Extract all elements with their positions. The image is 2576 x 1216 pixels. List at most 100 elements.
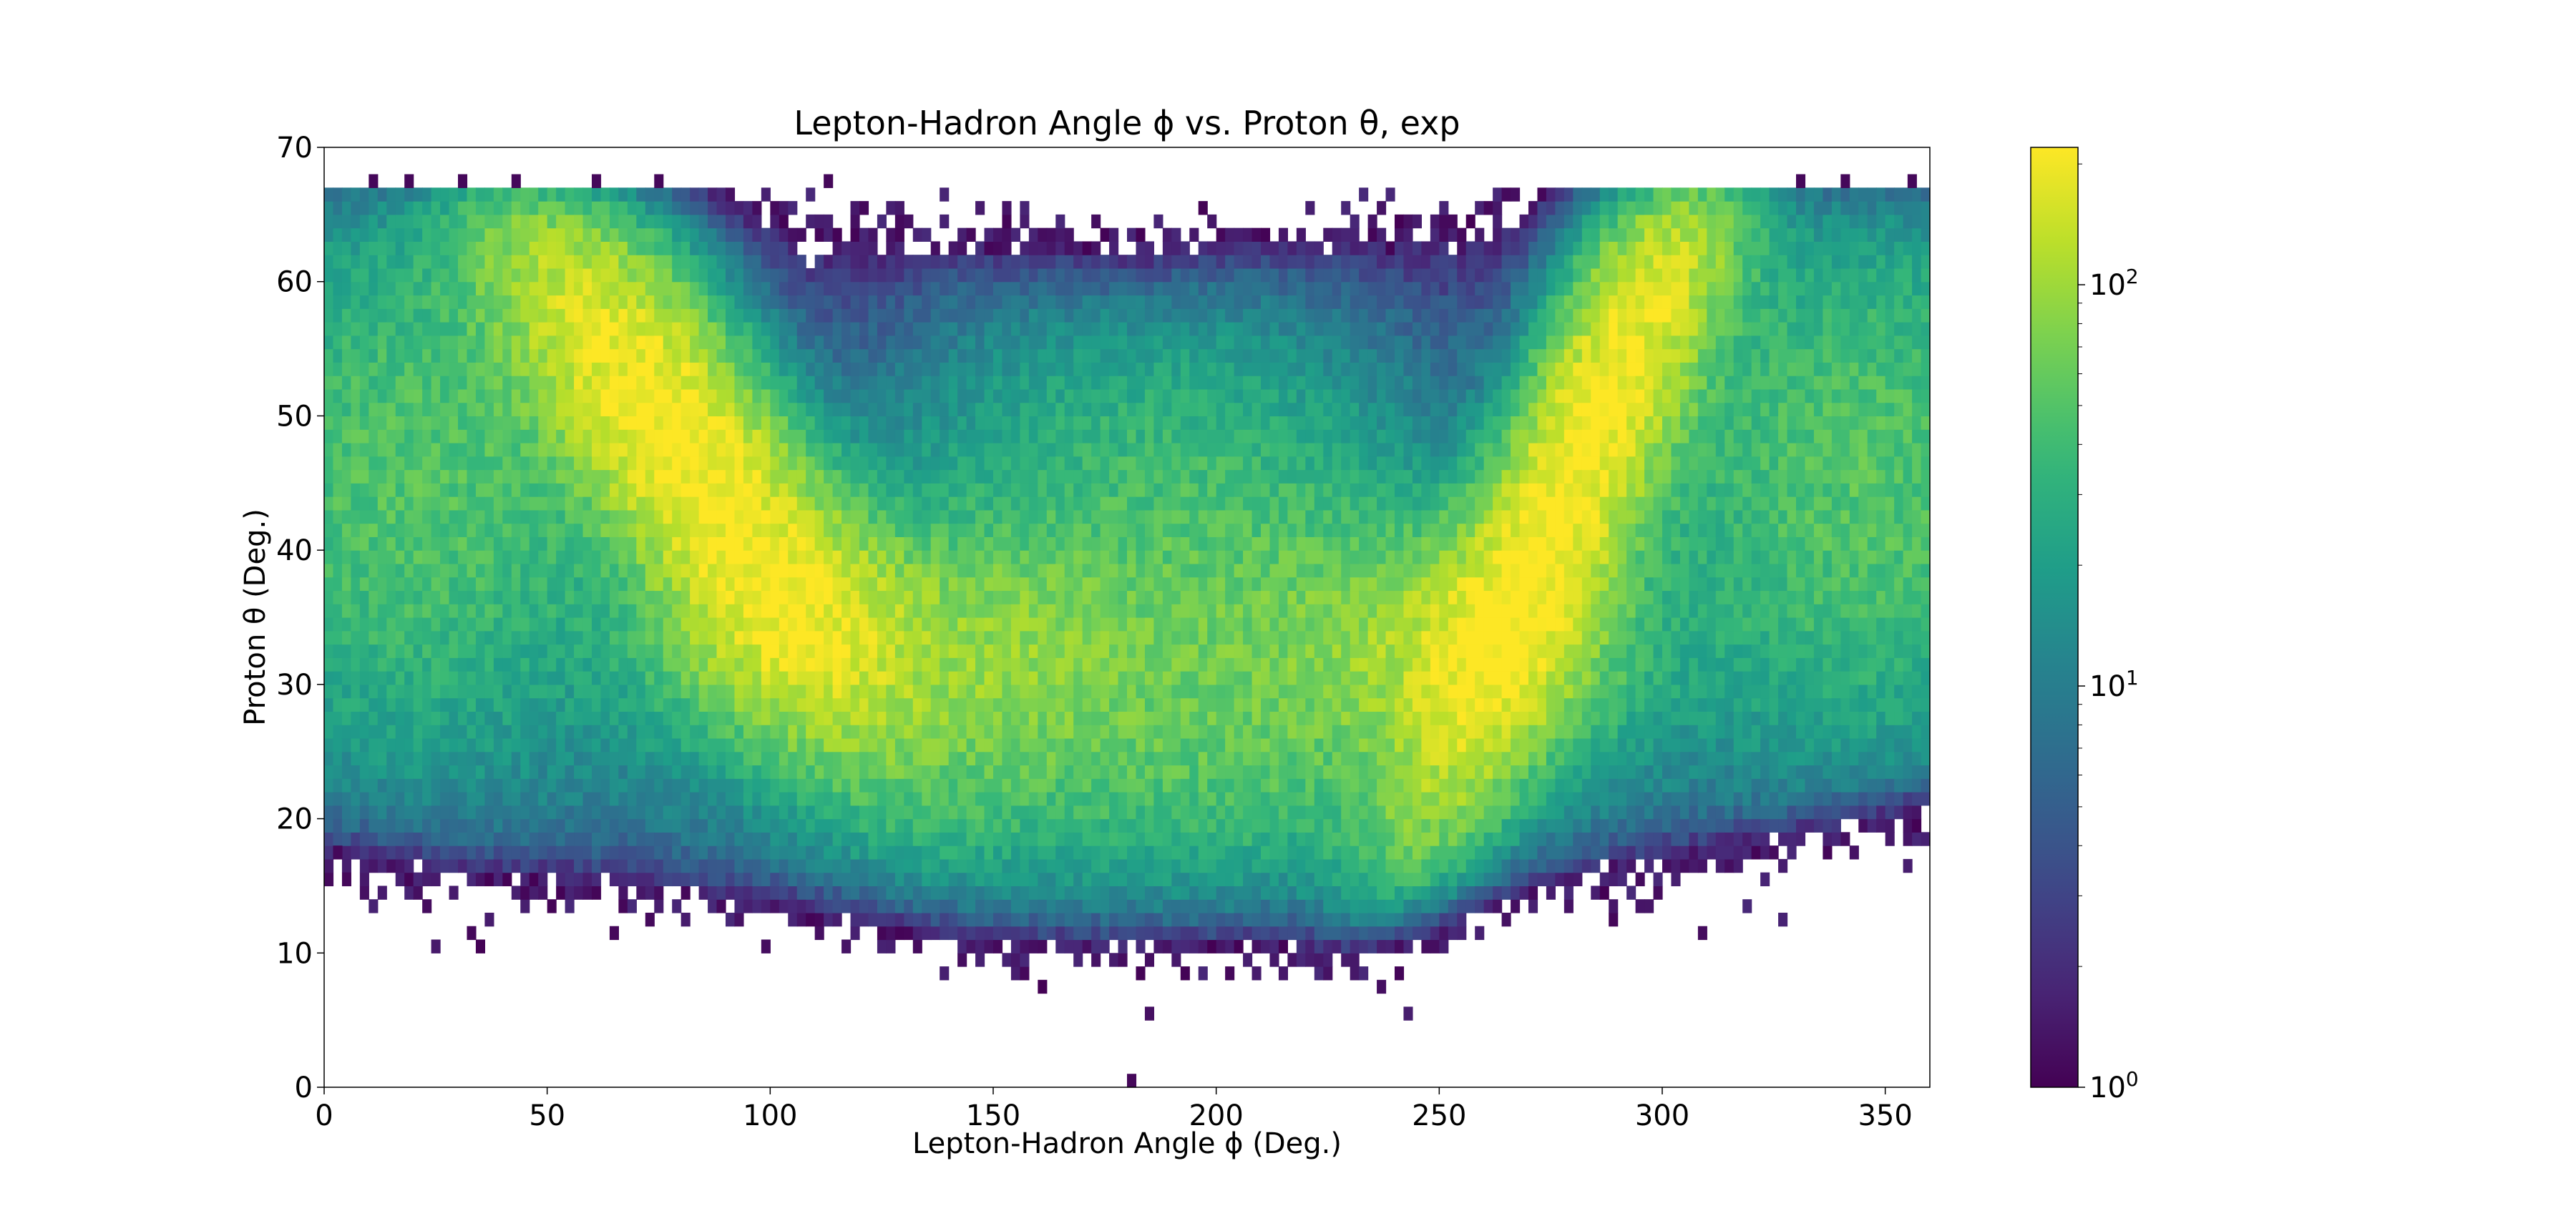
heatmap-cell xyxy=(1153,671,1163,685)
heatmap-cell xyxy=(1109,711,1119,725)
heatmap-cell xyxy=(726,429,736,443)
heatmap-cell xyxy=(788,697,798,712)
heatmap-cell xyxy=(850,926,860,941)
heatmap-cell xyxy=(930,416,940,430)
heatmap-cell xyxy=(984,536,994,551)
heatmap-cell xyxy=(324,241,334,255)
heatmap-cell xyxy=(484,295,494,309)
heatmap-cell xyxy=(413,604,423,618)
heatmap-cell xyxy=(1082,697,1092,712)
heatmap-cell xyxy=(1028,496,1038,511)
heatmap-cell xyxy=(618,295,628,309)
heatmap-cell xyxy=(788,322,798,336)
heatmap-cell xyxy=(779,201,789,215)
heatmap-cell xyxy=(894,536,904,551)
heatmap-cell xyxy=(993,832,1003,846)
heatmap-cell xyxy=(1010,577,1020,592)
heatmap-cell xyxy=(449,751,459,766)
heatmap-cell xyxy=(493,805,503,820)
heatmap-cell xyxy=(1153,416,1163,430)
heatmap-cell xyxy=(359,765,369,779)
heatmap-cell xyxy=(1127,590,1137,604)
heatmap-cell xyxy=(859,792,869,806)
heatmap-cell xyxy=(886,765,896,779)
heatmap-cell xyxy=(636,376,646,390)
heatmap-cell xyxy=(636,792,646,806)
heatmap-cell xyxy=(1046,832,1056,846)
heatmap-cell xyxy=(351,469,361,484)
heatmap-cell xyxy=(565,362,575,376)
heatmap-cell xyxy=(690,805,700,820)
heatmap-cell xyxy=(645,536,655,551)
heatmap-cell xyxy=(538,376,548,390)
heatmap-cell xyxy=(565,711,575,725)
heatmap-cell xyxy=(645,778,655,793)
heatmap-cell xyxy=(377,536,387,551)
heatmap-cell xyxy=(592,429,602,443)
heatmap-cell xyxy=(1144,684,1154,699)
heatmap-cell xyxy=(940,872,950,887)
heatmap-cell xyxy=(1002,388,1012,403)
heatmap-cell xyxy=(734,792,744,806)
heatmap-cell xyxy=(618,483,628,497)
heatmap-cell xyxy=(377,818,387,833)
heatmap-cell xyxy=(520,214,530,229)
heatmap-cell xyxy=(904,442,914,457)
heatmap-cell xyxy=(341,376,351,390)
heatmap-cell xyxy=(922,845,932,860)
heatmap-cell xyxy=(796,858,806,873)
heatmap-cell xyxy=(984,550,994,564)
heatmap-cell xyxy=(743,255,753,269)
heatmap-cell xyxy=(645,348,655,363)
heatmap-cell xyxy=(574,872,584,887)
heatmap-cell xyxy=(841,858,852,873)
heatmap-cell xyxy=(680,858,691,873)
heatmap-cell xyxy=(511,348,521,363)
heatmap-cell xyxy=(1038,818,1048,833)
heatmap-cell xyxy=(538,671,548,685)
heatmap-cell xyxy=(467,362,477,376)
heatmap-cell xyxy=(582,429,592,443)
heatmap-cell xyxy=(824,281,834,296)
heatmap-cell xyxy=(788,912,798,927)
heatmap-cell xyxy=(529,711,539,725)
heatmap-cell xyxy=(708,778,718,793)
heatmap-cell xyxy=(930,577,940,592)
heatmap-cell xyxy=(1109,604,1119,618)
heatmap-cell xyxy=(1038,697,1048,712)
heatmap-cell xyxy=(493,509,503,524)
heatmap-cell xyxy=(618,684,628,699)
heatmap-cell xyxy=(663,765,673,779)
heatmap-cell xyxy=(627,255,637,269)
heatmap-cell xyxy=(957,751,967,766)
heatmap-cell xyxy=(984,456,994,471)
heatmap-cell xyxy=(1002,818,1012,833)
heatmap-cell xyxy=(814,818,824,833)
heatmap-cell xyxy=(1144,765,1154,779)
heatmap-cell xyxy=(841,348,852,363)
heatmap-cell xyxy=(582,402,592,417)
heatmap-cell xyxy=(1010,523,1020,537)
heatmap-cell xyxy=(467,858,477,873)
heatmap-cell xyxy=(1073,953,1083,967)
heatmap-cell xyxy=(940,563,950,578)
heatmap-cell xyxy=(1162,899,1172,913)
heatmap-cell xyxy=(341,523,351,537)
heatmap-cell xyxy=(680,684,691,699)
heatmap-cell xyxy=(1153,563,1163,578)
heatmap-cell xyxy=(413,509,423,524)
heatmap-cell xyxy=(975,630,985,645)
heatmap-cell xyxy=(984,845,994,860)
heatmap-cell xyxy=(359,832,369,846)
heatmap-cell xyxy=(422,604,432,618)
heatmap-cell xyxy=(1144,241,1154,255)
heatmap-cell xyxy=(1136,469,1146,484)
heatmap-cell xyxy=(904,671,914,685)
heatmap-cell xyxy=(592,362,602,376)
heatmap-cell xyxy=(484,376,494,390)
heatmap-cell xyxy=(565,858,575,873)
heatmap-cell xyxy=(752,376,762,390)
heatmap-cell xyxy=(1028,617,1038,632)
heatmap-cell xyxy=(386,214,396,229)
heatmap-cell xyxy=(547,604,557,618)
